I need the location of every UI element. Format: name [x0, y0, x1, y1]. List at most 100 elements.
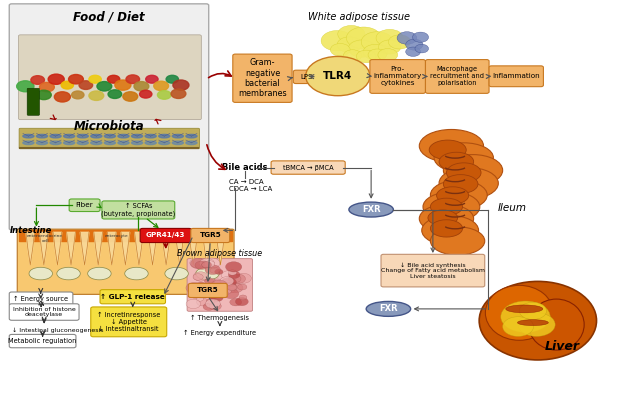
Circle shape [72, 91, 84, 99]
Ellipse shape [23, 141, 34, 145]
Text: Inflammation: Inflammation [492, 73, 540, 79]
Circle shape [503, 317, 534, 336]
Circle shape [31, 76, 44, 84]
Text: GPR41/43: GPR41/43 [146, 232, 186, 238]
Circle shape [202, 262, 211, 268]
Text: ↑ Energy source: ↑ Energy source [14, 296, 69, 302]
FancyBboxPatch shape [140, 229, 191, 243]
Polygon shape [176, 232, 184, 265]
Circle shape [89, 91, 104, 100]
FancyBboxPatch shape [100, 290, 166, 304]
Circle shape [97, 82, 112, 91]
Circle shape [209, 302, 221, 310]
Ellipse shape [57, 267, 80, 280]
Ellipse shape [50, 134, 61, 138]
Ellipse shape [104, 141, 116, 145]
Ellipse shape [131, 141, 142, 145]
Ellipse shape [118, 134, 129, 138]
Circle shape [171, 89, 186, 98]
Circle shape [338, 26, 365, 43]
Polygon shape [39, 232, 48, 265]
Circle shape [196, 296, 204, 301]
Circle shape [134, 82, 149, 91]
Circle shape [204, 279, 214, 284]
Ellipse shape [419, 204, 474, 233]
FancyBboxPatch shape [232, 54, 292, 102]
Circle shape [166, 75, 179, 83]
Circle shape [348, 40, 376, 57]
Circle shape [89, 75, 101, 83]
Circle shape [123, 92, 138, 101]
Ellipse shape [125, 267, 148, 280]
Ellipse shape [118, 141, 129, 145]
Ellipse shape [443, 175, 478, 193]
Ellipse shape [306, 56, 370, 96]
Circle shape [230, 298, 242, 306]
Circle shape [397, 32, 417, 44]
Circle shape [69, 74, 83, 84]
Circle shape [501, 301, 550, 333]
Circle shape [231, 274, 246, 284]
Ellipse shape [104, 134, 116, 138]
FancyBboxPatch shape [381, 254, 485, 287]
Ellipse shape [159, 141, 170, 145]
Circle shape [204, 287, 216, 295]
Circle shape [190, 258, 205, 268]
Text: ↓ Bile acid synthesis
Change of Fatty acid metabolism
Liver steatosis: ↓ Bile acid synthesis Change of Fatty ac… [381, 262, 485, 279]
Circle shape [321, 30, 353, 51]
Text: ↑ Energy expenditure: ↑ Energy expenditure [183, 329, 256, 336]
Ellipse shape [479, 281, 596, 360]
Ellipse shape [145, 134, 156, 138]
Circle shape [228, 275, 241, 283]
Ellipse shape [423, 192, 480, 222]
Circle shape [39, 82, 54, 92]
FancyBboxPatch shape [187, 258, 253, 311]
Ellipse shape [486, 285, 553, 340]
Circle shape [337, 37, 362, 52]
Text: TGR5: TGR5 [199, 232, 221, 238]
Circle shape [215, 269, 223, 275]
Circle shape [54, 92, 71, 102]
Circle shape [191, 258, 207, 269]
Circle shape [343, 50, 362, 61]
Circle shape [213, 279, 222, 284]
FancyBboxPatch shape [19, 128, 199, 149]
Text: enteroendocrine
cell: enteroendocrine cell [27, 234, 63, 243]
Circle shape [186, 282, 203, 294]
Polygon shape [189, 232, 198, 265]
Ellipse shape [419, 130, 484, 162]
Ellipse shape [446, 163, 481, 182]
FancyBboxPatch shape [27, 88, 39, 115]
FancyBboxPatch shape [489, 66, 543, 87]
Circle shape [236, 297, 248, 306]
Text: TLR4: TLR4 [323, 71, 352, 81]
Text: ↑ SCFAs
(butyrate, propionate): ↑ SCFAs (butyrate, propionate) [101, 203, 176, 217]
Ellipse shape [439, 152, 474, 171]
Circle shape [204, 258, 220, 268]
FancyBboxPatch shape [188, 283, 228, 297]
Circle shape [202, 262, 211, 268]
Ellipse shape [366, 301, 411, 316]
Ellipse shape [186, 141, 197, 145]
Polygon shape [202, 232, 211, 265]
Circle shape [239, 295, 247, 300]
Circle shape [199, 258, 214, 268]
Ellipse shape [437, 187, 469, 204]
Circle shape [223, 289, 231, 294]
Ellipse shape [77, 134, 88, 138]
Ellipse shape [91, 134, 102, 138]
Circle shape [210, 268, 219, 273]
Circle shape [238, 284, 247, 290]
Ellipse shape [431, 227, 485, 255]
Ellipse shape [36, 134, 48, 138]
Circle shape [213, 289, 228, 298]
Text: White adipose tissue: White adipose tissue [308, 12, 410, 22]
Text: Fiber: Fiber [76, 202, 94, 208]
Circle shape [518, 313, 555, 336]
Circle shape [107, 75, 120, 83]
Text: ↑ Thermogenesis: ↑ Thermogenesis [191, 315, 249, 321]
Ellipse shape [434, 143, 493, 173]
Text: Pro-
inflammatory
cytokines: Pro- inflammatory cytokines [374, 67, 422, 86]
Ellipse shape [88, 267, 111, 280]
Circle shape [61, 81, 74, 89]
